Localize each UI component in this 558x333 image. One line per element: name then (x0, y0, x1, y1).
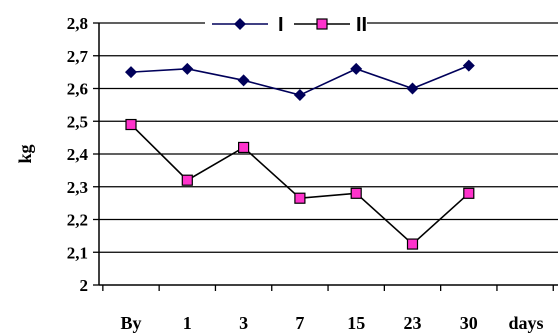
y-axis-label: kg (15, 144, 35, 163)
x-tick-label: 1 (183, 313, 192, 333)
data-point (125, 118, 137, 131)
series-1 (125, 59, 475, 102)
data-point (181, 174, 193, 186)
y-tick-labels: 2 2,1 2,2 2,3 2,4 2,5 2,6 2,7 2,8 (67, 14, 89, 295)
data-point (181, 62, 194, 75)
series-line (130, 123, 470, 246)
axes (93, 22, 558, 291)
x-tick-label: 30 (460, 313, 478, 333)
y-tick-label: 2,6 (67, 80, 88, 99)
data-point (293, 89, 306, 102)
series-layer (125, 59, 475, 250)
legend: I II (205, 12, 367, 36)
y-tick-label: 2 (80, 276, 89, 295)
x-axis-label: days (508, 313, 543, 333)
legend-marker-1 (234, 18, 246, 30)
x-tick-label: By (120, 313, 141, 333)
y-tick-label: 2,4 (67, 145, 89, 164)
legend-label-2: II (356, 14, 367, 36)
data-point (463, 187, 475, 199)
data-point (406, 238, 419, 250)
legend-marker-2 (316, 18, 328, 30)
legend-label-1: I (278, 14, 284, 36)
data-point (462, 59, 475, 72)
y-tick-label: 2,5 (67, 112, 88, 131)
data-point (406, 82, 419, 95)
y-tick-label: 2,3 (67, 178, 88, 197)
x-tick-labels: By 1 3 7 15 23 30 (120, 313, 477, 333)
series-2 (125, 118, 475, 250)
x-tick-label: 3 (239, 313, 248, 333)
data-point (350, 187, 362, 199)
y-tick-label: 2,8 (67, 14, 88, 33)
x-tick-label: 23 (404, 313, 422, 333)
data-point (294, 192, 306, 204)
data-point (237, 74, 250, 87)
grid-lines (99, 22, 558, 253)
data-point (238, 141, 250, 154)
x-tick-label: 15 (347, 313, 365, 333)
y-tick-label: 2,1 (67, 243, 88, 262)
data-point (125, 66, 137, 79)
x-tick-label: 7 (295, 313, 304, 333)
data-point (350, 62, 363, 75)
y-tick-label: 2,2 (67, 211, 88, 230)
y-tick-label: 2,7 (67, 47, 89, 66)
